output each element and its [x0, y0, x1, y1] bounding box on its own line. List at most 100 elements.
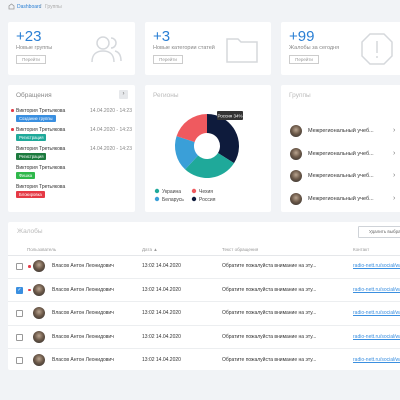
legend-swatch: [191, 188, 197, 194]
contact-link[interactable]: radio-nett.ru/social/wav: [353, 357, 400, 363]
tooltip-text: Россия 34%: [217, 114, 242, 119]
stat-icon: [226, 38, 258, 63]
user-avatar: [33, 260, 45, 272]
stat-card: +23 Новые группы Перейти: [8, 22, 135, 75]
row-checkbox[interactable]: ✓: [16, 286, 23, 294]
unread-dot: [28, 288, 31, 291]
row-line: [8, 277, 400, 278]
donut-segment: [176, 114, 207, 142]
legend-swatch: [154, 188, 160, 194]
legend-label: Беларусь: [162, 197, 184, 203]
unread-dot: [11, 128, 14, 131]
group-arrow[interactable]: ›: [393, 172, 396, 180]
icon-part: [226, 38, 258, 63]
groups-title: Группы: [289, 92, 311, 99]
request-name: Виктория Третьякова: [16, 108, 66, 114]
requests-card: Обращения › Виктория Третьякова 14.04.2020 …: [8, 85, 135, 212]
group-name: Межрегиональный учеб...: [308, 128, 374, 134]
stat-card: +3 Новые категории статей Перейти: [145, 22, 271, 75]
user-avatar: [33, 354, 45, 366]
row-checkbox[interactable]: [16, 263, 23, 270]
groups-card: Группы Межрегиональный учеб... › Межрегиона…: [281, 85, 400, 212]
request-date: 14.04.2020 - 14:23: [90, 108, 132, 114]
user-name: Власов Антон Леонидович: [52, 310, 114, 316]
legend-label: Россия: [199, 197, 216, 203]
request-badge: Фишка: [16, 172, 36, 179]
group-arrow[interactable]: ›: [393, 195, 396, 203]
request-badge: Создание группы: [16, 115, 56, 122]
request-date: 14.04.2020 - 14:23: [90, 146, 132, 152]
row-checkbox[interactable]: [16, 357, 23, 364]
breadcrumb-current: Группы: [45, 4, 62, 10]
delete-button[interactable]: Удалить выбран: [358, 226, 400, 238]
group-avatar: [290, 147, 302, 160]
stat-button[interactable]: Перейти: [289, 55, 319, 64]
column-header: Пользователь: [27, 247, 57, 252]
stat-label: Жалобы за сегодня: [289, 45, 340, 51]
date: 13:02 14.04.2020: [142, 357, 181, 363]
group-arrow[interactable]: ›: [393, 127, 396, 134]
user-name: Власов Антон Леонидович: [52, 286, 114, 293]
column-header: Контакт: [353, 247, 370, 252]
donut-segment: [207, 114, 239, 164]
text: Обратите пожалуйста внимание на эту...: [222, 263, 317, 269]
regions-title: Регионы: [153, 92, 179, 99]
requests-next[interactable]: ›: [119, 90, 128, 99]
date: 13:02 14.04.2020: [142, 286, 181, 293]
stat-button[interactable]: Перейти: [153, 55, 183, 64]
group-avatar: [290, 125, 302, 137]
contact-link[interactable]: radio-nett.ru/social/wav: [353, 310, 400, 316]
row-line: [8, 301, 400, 302]
header-line: [8, 255, 400, 256]
request-name: Виктория Третьякова: [16, 146, 66, 152]
column-header: Текст обращения: [222, 247, 259, 252]
donut-chart: Россия 34% Украина Чехия Беларусь Россия: [154, 111, 243, 203]
request-badge: Блокировка: [16, 191, 45, 198]
user-avatar: [33, 307, 45, 319]
text: Обратите пожалуйста внимание на эту...: [222, 357, 317, 363]
row-checkbox[interactable]: [16, 310, 23, 317]
row-checkbox[interactable]: [16, 333, 23, 341]
contact-link[interactable]: radio-nett.ru/social/wav: [353, 286, 400, 293]
stat-number: +99: [289, 28, 315, 45]
group-name: Межрегиональный учеб...: [308, 196, 374, 203]
group-avatar: [290, 170, 302, 183]
stat-card: +99 Жалобы за сегодня Перейти: [281, 22, 400, 75]
contact-link[interactable]: radio-nett.ru/social/wav: [353, 263, 400, 269]
stat-number: +23: [16, 28, 42, 45]
text: Обратите пожалуйста внимание на эту...: [222, 333, 317, 340]
breadcrumb-sep: /: [40, 4, 42, 10]
home-icon: [8, 3, 15, 10]
legend-label: Чехия: [199, 189, 213, 195]
icon-part: [361, 33, 393, 65]
stat-button[interactable]: Перейти: [16, 55, 46, 64]
request-badge: Регистрация: [16, 153, 47, 160]
date: 13:02 14.04.2020: [142, 263, 181, 269]
complaints-title: Жалобы: [17, 228, 43, 235]
user-avatar: [33, 283, 45, 296]
stat-icon: [91, 36, 122, 63]
column-header: Дата ▲: [142, 247, 158, 252]
unread-dot: [11, 109, 14, 112]
row-line: [8, 348, 400, 349]
contact-link[interactable]: radio-nett.ru/social/wav: [353, 333, 400, 340]
text: Обратите пожалуйста внимание на эту...: [222, 310, 317, 316]
breadcrumb-home: Dashboard: [17, 4, 42, 10]
date: 13:02 14.04.2020: [142, 310, 181, 316]
user-avatar: [33, 330, 45, 343]
user-name: Власов Антон Леонидович: [52, 263, 114, 269]
unread-dot: [28, 265, 31, 268]
tooltip-bg: [217, 111, 243, 120]
requests-title: Обращения: [16, 92, 52, 99]
stat-icon: [361, 33, 393, 65]
request-name: Виктория Третьякова: [16, 165, 66, 171]
legend-label: Украина: [162, 189, 181, 195]
complaints-card: Жалобы Удалить выбран Пользователь Дата ▲ Те…: [8, 222, 400, 370]
icon-part: [91, 37, 122, 63]
group-arrow[interactable]: ›: [393, 149, 396, 157]
text: Обратите пожалуйста внимание на эту...: [222, 286, 317, 293]
legend-swatch: [154, 196, 160, 202]
group-name: Межрегиональный учеб...: [308, 150, 374, 157]
donut-segment: [185, 152, 235, 178]
